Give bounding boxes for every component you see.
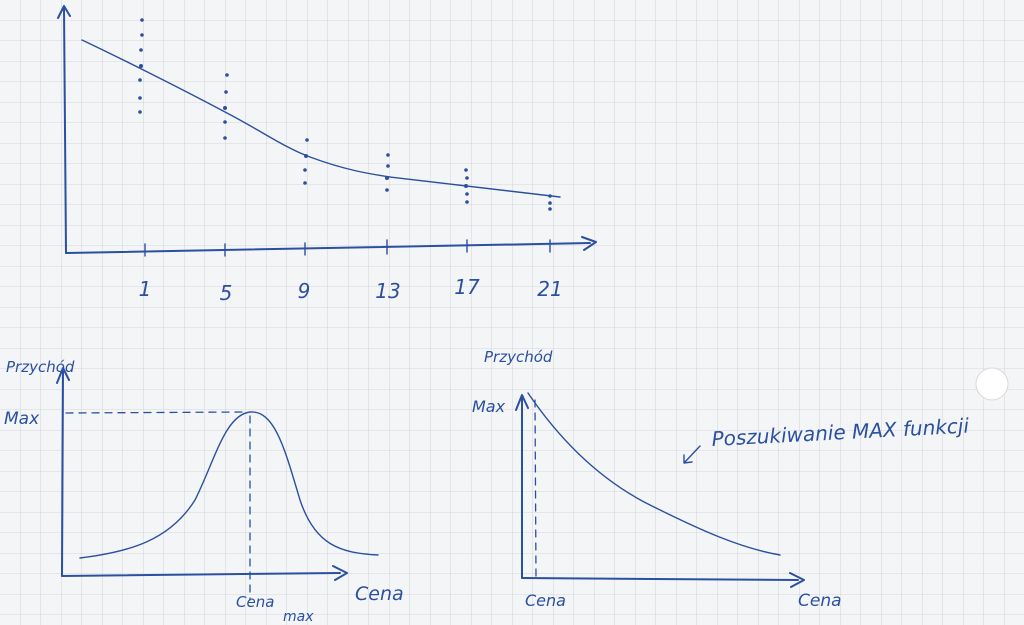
x-label: Cena [355,583,404,605]
x-axis [61,565,348,581]
y-label: Przychód [6,358,75,376]
x-tick-label: 21 [537,277,562,301]
x-label: Cena [798,591,842,611]
max-label: Max [4,409,40,429]
marker-label: Cena [236,593,274,611]
y-axis [515,394,529,579]
y-axis [56,367,70,577]
left-sketch: Przychód Max Cena max Cena [4,358,404,625]
max-guide [65,411,246,414]
marker-label: max [283,609,314,625]
argmax-guide [534,399,537,579]
x-tick-label: 1 [139,277,152,301]
annotation-arrow [683,445,701,464]
x-tick-label: 9 [298,279,311,303]
x-tick-label: 17 [454,275,480,299]
y-axis [57,5,71,254]
punch-hole [975,367,1009,401]
x-ticks [144,239,551,257]
data-dots [138,18,552,211]
bell-curve [79,411,379,559]
right-sketch: Przychód Max Cena Cena [472,348,842,611]
marker-label: Cena [525,591,566,610]
trend-curve [81,39,561,198]
decay-curve [527,392,781,556]
x-axis [521,572,805,588]
y-label: Przychód [484,348,553,366]
max-label: Max [472,397,506,416]
x-tick-label: 13 [375,279,400,303]
top-sketch: 1 5 9 13 17 21 [57,5,597,305]
x-tick-label: 5 [220,281,233,305]
x-axis [65,236,597,254]
